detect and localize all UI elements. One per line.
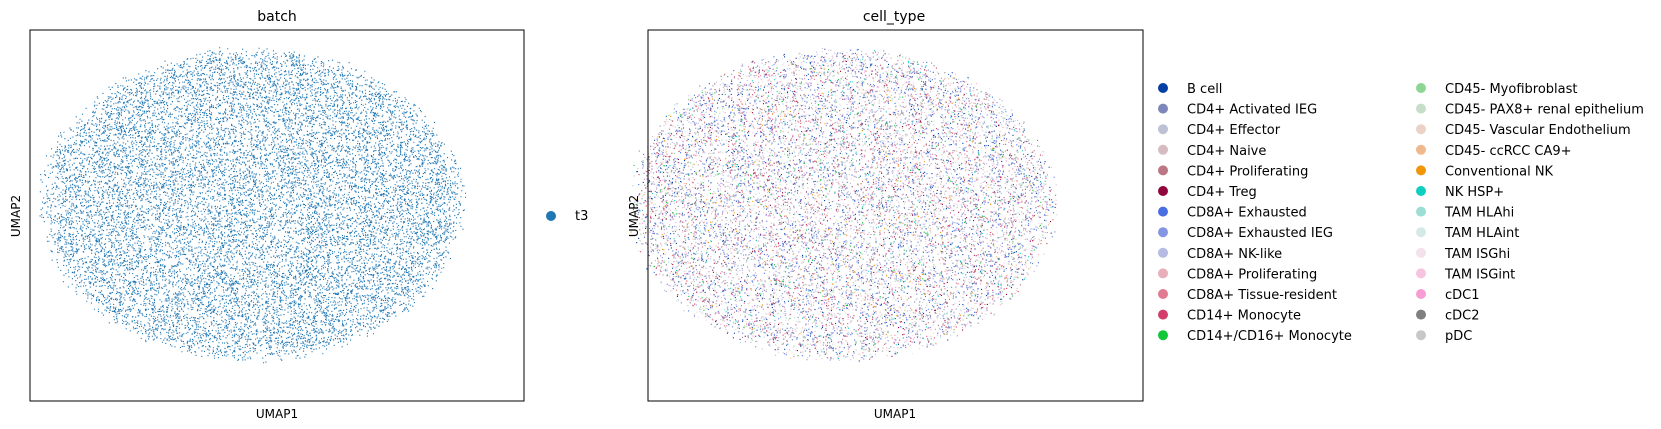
cell-type-y-axis-label: UMAP2 (627, 195, 641, 237)
scatter-point-series-cd4-naive (629, 47, 1046, 360)
legend-marker-cd8a-exhausted (1158, 206, 1168, 217)
legend-marker-cd8a-nk-like (1158, 247, 1168, 258)
legend-marker-cd4-proliferating (1158, 165, 1168, 176)
batch-scatter-points (39, 47, 467, 364)
cell-type-legend: B cell CD4+ Activated IEG CD4+ Effector CD4… (1158, 82, 1644, 344)
legend-label-cd45-vascular-endothelium: CD45- Vascular Endothelium (1445, 123, 1631, 138)
legend-marker-tam-hlahi (1416, 206, 1426, 217)
legend-label-tam-isgint: TAM ISGint (1444, 267, 1515, 282)
batch-panel: batch UMAP1 UMAP2 t3 (9, 9, 588, 421)
legend-marker-cd4-naive (1158, 144, 1168, 155)
legend-marker-cd45-vascular-endothelium (1416, 124, 1426, 135)
legend-marker-cd8a-exhausted-ieg (1158, 227, 1168, 238)
scatter-point-series-t3 (39, 47, 467, 364)
legend-label-tam-hlahi: TAM HLAhi (1444, 206, 1514, 221)
scatter-point-series-cd45-pax8-renal-epithelium (642, 57, 1058, 353)
cell-type-panel: cell_type UMAP1 UMAP2 B cell CD4+ Activat… (627, 9, 1644, 421)
batch-x-axis-label: UMAP1 (256, 407, 298, 421)
legend-marker-cd4-activated-ieg (1158, 103, 1168, 114)
legend-marker-b-cell (1158, 83, 1168, 93)
legend-label-cd8a-exhausted: CD8A+ Exhausted (1187, 206, 1307, 221)
cell-type-chart-title: cell_type (863, 9, 925, 25)
scatter-point-series-cd45-vascular-endothelium (640, 52, 1038, 359)
batch-legend-label-t3: t3 (575, 209, 588, 224)
legend-marker-cd45-pax8-renal-epithelium (1416, 103, 1426, 114)
batch-chart-title: batch (257, 9, 297, 25)
legend-marker-pdc (1416, 330, 1426, 341)
scatter-point-series-cd45-myofibroblast (634, 56, 1047, 357)
legend-marker-tam-hlaint (1416, 227, 1426, 238)
legend-label-conventional-nk: Conventional NK (1445, 164, 1554, 179)
legend-marker-cd4-treg (1158, 186, 1168, 196)
legend-label-cd45-ccrcc-ca9-: CD45- ccRCC CA9+ (1445, 144, 1572, 159)
legend-label-cd8a-tissue-resident: CD8A+ Tissue-resident (1187, 288, 1337, 303)
legend-marker-cd8a-tissue-resident (1158, 289, 1168, 299)
legend-label-cdc2: cDC2 (1445, 309, 1480, 324)
scatter-point-series-cd8a-exhausted-ieg (636, 52, 1052, 361)
legend-label-cd8a-nk-like: CD8A+ NK-like (1187, 247, 1282, 262)
legend-marker-cd14-cd16-monocyte (1158, 330, 1168, 341)
legend-label-cd14-monocyte: CD14+ Monocyte (1187, 309, 1301, 324)
legend-label-cd4-naive: CD4+ Naive (1187, 144, 1266, 159)
legend-label-cd4-effector: CD4+ Effector (1187, 123, 1281, 138)
legend-marker-tam-isgint (1416, 268, 1426, 279)
batch-legend-marker-t3 (546, 211, 556, 221)
legend-label-cd14-cd16-monocyte: CD14+/CD16+ Monocyte (1187, 329, 1352, 344)
legend-label-tam-isghi: TAM ISGhi (1444, 247, 1510, 262)
legend-label-cd8a-exhausted-ieg: CD8A+ Exhausted IEG (1187, 226, 1333, 241)
legend-marker-conventional-nk (1416, 165, 1426, 176)
scatter-point-series-cdc1 (639, 55, 1050, 359)
legend-marker-cd4-effector (1158, 124, 1168, 135)
legend-label-tam-hlaint: TAM HLAint (1444, 226, 1519, 241)
scatter-point-series-b-cell (635, 48, 1056, 362)
legend-label-b-cell: B cell (1187, 82, 1222, 97)
legend-marker-cdc2 (1416, 309, 1426, 320)
legend-label-cd45-myofibroblast: CD45- Myofibroblast (1445, 82, 1577, 97)
legend-marker-cdc1 (1416, 289, 1426, 299)
batch-plot-frame (29, 29, 525, 402)
cell-type-plot-frame (647, 29, 1144, 402)
legend-label-cd4-proliferating: CD4+ Proliferating (1187, 164, 1308, 179)
legend-marker-cd14-monocyte (1158, 309, 1168, 320)
legend-label-cd8a-proliferating: CD8A+ Proliferating (1187, 267, 1317, 282)
legend-label-pdc: pDC (1445, 329, 1472, 344)
scatter-point-series-cd45-ccrcc-ca9- (649, 53, 1057, 359)
legend-marker-tam-isghi (1416, 247, 1426, 258)
legend-marker-nk-hsp- (1416, 186, 1426, 196)
cell-type-scatter-points (629, 47, 1058, 362)
batch-legend: t3 (546, 209, 588, 224)
batch-y-axis-label: UMAP2 (9, 195, 23, 237)
legend-marker-cd45-myofibroblast (1416, 83, 1426, 93)
legend-label-nk-hsp-: NK HSP+ (1445, 185, 1504, 200)
legend-marker-cd8a-proliferating (1158, 268, 1168, 279)
legend-label-cd4-treg: CD4+ Treg (1187, 185, 1257, 200)
scatter-point-series-cd8a-nk-like (634, 49, 1050, 355)
legend-label-cd4-activated-ieg: CD4+ Activated IEG (1187, 103, 1317, 118)
legend-label-cdc1: cDC1 (1445, 288, 1480, 303)
legend-marker-cd45-ccrcc-ca9- (1416, 144, 1426, 155)
cell-type-x-axis-label: UMAP1 (874, 407, 916, 421)
legend-label-cd45-pax8-renal-epithelium: CD45- PAX8+ renal epithelium (1445, 103, 1644, 118)
